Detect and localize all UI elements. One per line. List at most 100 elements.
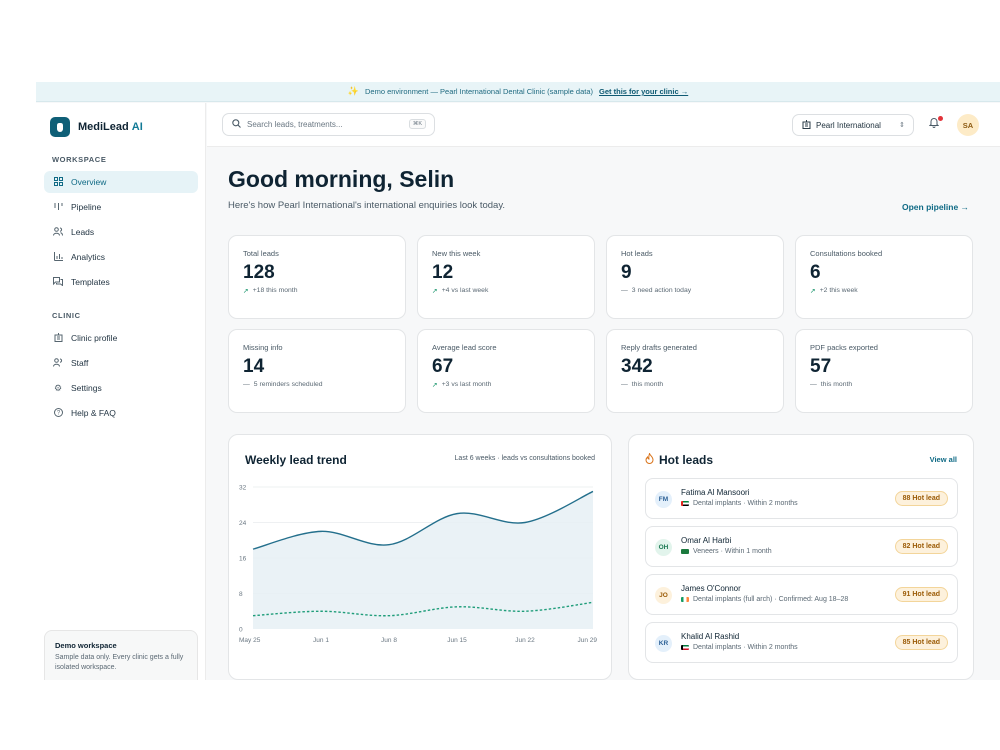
lead-card[interactable]: OH Omar Al Harbi Veneers · Within 1 mont… (645, 526, 958, 567)
dash-icon: — (621, 381, 628, 388)
sidebar-item-label: Overview (71, 177, 107, 187)
demo-banner: ✨ Demo environment — Pearl International… (36, 82, 1000, 102)
stat-card-reply-drafts[interactable]: Reply drafts generated 342 — this month (606, 329, 784, 413)
lead-score-badge: 88 Hot lead (894, 491, 948, 506)
stat-label: Average lead score (432, 343, 497, 352)
user-avatar[interactable]: SA (957, 114, 979, 136)
stat-sub: this month (820, 381, 853, 388)
banner-text: Demo environment — Pearl International D… (365, 87, 594, 96)
stat-value: 9 (621, 262, 632, 283)
brand-name: MediLead AI (78, 121, 143, 133)
building-icon (802, 119, 811, 131)
search-input[interactable]: Search leads, treatments... ⌘K (222, 113, 435, 136)
stat-value: 14 (243, 356, 265, 377)
sidebar-item-analytics[interactable]: Analytics (44, 246, 198, 268)
hot-leads-panel: Hot leads View all FM Fatima Al Mansoori… (628, 434, 974, 680)
dash-icon: — (243, 381, 250, 388)
weekly-trend-chart: 0 8 16 24 32 May 25 Jun 1 Jun 8 Jun 15 Jun 22 Jun … (239, 485, 597, 645)
search-shortcut: ⌘K (408, 119, 426, 129)
page-title: Good morning, Selin (228, 166, 455, 192)
tooth-logo-icon (50, 117, 70, 137)
lead-avatar: JO (655, 587, 672, 604)
stat-card-hot-leads[interactable]: Hot leads 9 —3 need action today (606, 235, 784, 319)
stat-value: 12 (432, 262, 454, 283)
demo-workspace-card: Demo workspace Sample data only. Every c… (44, 630, 198, 680)
view-all-link[interactable]: View all (929, 455, 957, 464)
lead-score-badge: 82 Hot lead (894, 539, 948, 554)
sidebar-item-pipeline[interactable]: Pipeline (44, 196, 198, 218)
stat-card-total-leads[interactable]: Total leads 128 ↗ +18 this month (228, 235, 406, 319)
series-area (253, 491, 593, 629)
y-tick-label: 24 (239, 520, 247, 527)
clinic-selector-value: Pearl International (816, 120, 881, 130)
stat-card-pdf-packs[interactable]: PDF packs exported 57 — this month (795, 329, 973, 413)
kuwait-flag-icon (681, 645, 689, 650)
y-tick-label: 32 (239, 485, 247, 492)
search-placeholder: Search leads, treatments... (247, 120, 343, 129)
x-tick-label: Jun 8 (381, 637, 397, 644)
sidebar-item-label: Pipeline (71, 202, 102, 212)
stat-card-new-this-week[interactable]: New this week 12 ↗ +4 vs last week (417, 235, 595, 319)
stat-value: 67 (432, 356, 454, 377)
users-icon (53, 226, 63, 238)
arrow-up-right-icon: ↗ (432, 382, 438, 389)
uae-flag-icon (681, 501, 689, 506)
sidebar-item-staff[interactable]: Staff (44, 352, 198, 374)
stat-value: 128 (243, 262, 275, 283)
demo-card-title: Demo workspace (55, 641, 117, 650)
x-tick-label: Jun 15 (447, 637, 467, 644)
stat-label: Missing info (243, 343, 283, 352)
notification-dot (938, 116, 943, 121)
help-icon: ? (53, 407, 63, 419)
lead-name: James O'Connor (681, 584, 741, 593)
logo[interactable]: MediLead AI (50, 117, 143, 137)
ireland-flag-icon (681, 597, 689, 602)
clinic-section-label: CLINIC (52, 311, 81, 320)
lead-card[interactable]: JO James O'Connor Dental implants (full … (645, 574, 958, 615)
lead-name: Khalid Al Rashid (681, 632, 740, 641)
bell-icon[interactable] (928, 117, 940, 131)
app-window: ✨ Demo environment — Pearl International… (36, 82, 1000, 680)
open-pipeline-link[interactable]: Open pipeline → (902, 202, 970, 212)
sidebar-item-settings[interactable]: ⚙ Settings (44, 377, 198, 399)
stat-label: Consultations booked (810, 249, 883, 258)
stat-value: 57 (810, 356, 832, 377)
pipeline-icon (53, 202, 63, 213)
stat-sub: 5 reminders scheduled (253, 381, 323, 388)
clinic-selector[interactable]: Pearl International ⇕ (792, 114, 914, 136)
lead-detail: Dental implants · Within 2 months (693, 644, 798, 651)
x-tick-label: Jun 1 (313, 637, 329, 644)
stat-value: 6 (810, 262, 821, 283)
sidebar-item-overview[interactable]: Overview (44, 171, 198, 193)
dash-icon: — (810, 381, 817, 388)
flame-icon (645, 452, 654, 467)
lead-detail: Dental implants (full arch) · Confirmed:… (693, 596, 849, 603)
stat-card-average-score[interactable]: Average lead score 67 ↗ +3 vs last month (417, 329, 595, 413)
stat-card-missing-info[interactable]: Missing info 14 —5 reminders scheduled (228, 329, 406, 413)
weekly-trend-panel: Weekly lead trend Last 6 weeks · leads v… (228, 434, 612, 680)
y-tick-label: 8 (239, 591, 243, 598)
hot-panel-title: Hot leads (659, 453, 714, 467)
sidebar-item-label: Leads (71, 227, 95, 237)
grid-icon (53, 176, 63, 188)
lead-card[interactable]: FM Fatima Al Mansoori Dental implants · … (645, 478, 958, 519)
sidebar-item-clinic-profile[interactable]: Clinic profile (44, 327, 198, 349)
sidebar-item-label: Help & FAQ (71, 408, 116, 418)
sidebar-item-leads[interactable]: Leads (44, 221, 198, 243)
message-icon (53, 276, 63, 288)
banner-link[interactable]: Get this for your clinic → (599, 87, 689, 96)
stat-sub: 3 need action today (631, 287, 692, 294)
topbar: Search leads, treatments... ⌘K Pearl Int… (207, 103, 1000, 147)
series-line (252, 490, 594, 550)
dash-icon: — (621, 287, 628, 294)
y-tick-label: 0 (239, 627, 243, 634)
sidebar-item-label: Staff (71, 358, 89, 368)
sidebar-item-label: Clinic profile (71, 333, 118, 343)
stat-value: 342 (621, 356, 653, 377)
sidebar-item-help[interactable]: ? Help & FAQ (44, 402, 198, 424)
stat-card-consultations[interactable]: Consultations booked 6 ↗ +2 this week (795, 235, 973, 319)
stat-label: Hot leads (621, 249, 653, 258)
sidebar-item-templates[interactable]: Templates (44, 271, 198, 293)
bar-chart-icon (53, 251, 63, 263)
lead-card[interactable]: KR Khalid Al Rashid Dental implants · Wi… (645, 622, 958, 663)
